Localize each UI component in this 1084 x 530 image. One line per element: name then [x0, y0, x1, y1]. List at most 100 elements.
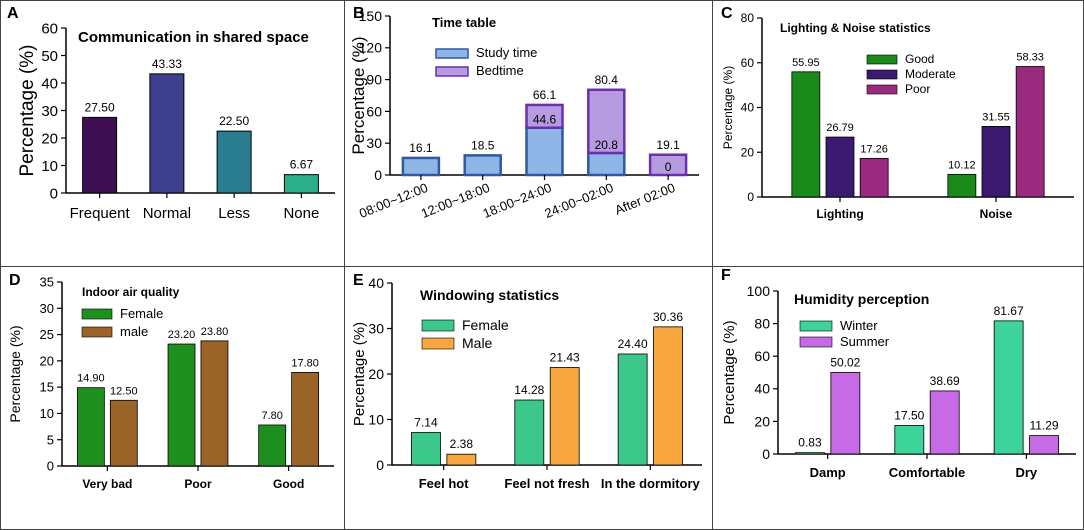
y-tick-label: 20 [754, 413, 770, 429]
x-tick-label: 12:00~18:00 [419, 180, 492, 221]
bar [446, 453, 477, 466]
panel-label: D [9, 272, 21, 289]
data-label: 26.79 [826, 122, 854, 134]
x-tick-label: None [283, 205, 319, 222]
x-tick-label: Feel not fresh [504, 476, 589, 491]
legend-swatch [866, 84, 898, 95]
y-tick-label: 25 [40, 327, 54, 342]
x-tick-label: Feel hot [419, 476, 470, 491]
bar [1015, 66, 1045, 198]
y-tick-label: 40 [754, 381, 770, 397]
legend-text: Poor [905, 82, 930, 96]
legend-swatch [435, 48, 469, 59]
chart-title: Communication in shared space [78, 29, 309, 46]
y-tick-label: 90 [366, 72, 382, 88]
bar [82, 116, 118, 194]
legend-swatch [799, 336, 833, 348]
data-label: 11.29 [1029, 419, 1058, 433]
stacked-bar-segment [525, 126, 564, 177]
bar [216, 130, 252, 194]
legend-swatch [799, 320, 833, 332]
y-tick-label: 30 [366, 135, 382, 151]
x-tick-label: Less [218, 205, 250, 222]
y-axis-label: Percentage (%) [7, 325, 23, 422]
x-tick-label: Normal [143, 205, 191, 222]
bar [149, 73, 185, 194]
y-tick-label: 80 [741, 11, 755, 25]
data-label: 31.55 [982, 111, 1010, 123]
panel-e-chart: 0 10 20 30 40 Percentage (%) Windowing statist… [351, 272, 702, 491]
data-label: 30.36 [653, 310, 683, 324]
legend-text: Female [120, 306, 163, 321]
data-label-inner: 20.8 [595, 138, 619, 152]
bar [981, 126, 1011, 198]
legend-swatch [435, 66, 469, 77]
bar [825, 136, 855, 198]
bar [283, 174, 319, 194]
y-tick-label: 10 [368, 411, 384, 427]
y-axis-label: Percentage (%) [349, 36, 368, 154]
chart-title: Indoor air quality [82, 285, 180, 299]
legend-swatch [421, 319, 455, 332]
x-tick-label: Damp [810, 465, 846, 480]
data-label: 23.20 [168, 329, 196, 341]
legend-text: Winter [840, 318, 878, 333]
bar [859, 157, 889, 198]
data-label: 17.50 [894, 408, 924, 422]
data-label: 27.50 [85, 100, 115, 114]
panel-f-chart: 0 20 40 60 80 100 Percentage (%) Humidity perce… [721, 267, 1076, 480]
y-tick-label: 20 [368, 366, 384, 382]
legend-swatch [866, 69, 898, 80]
x-tick-label: 08:00~12:00 [357, 180, 430, 221]
y-tick-label: 150 [359, 8, 383, 24]
stacked-bar-segment [401, 156, 441, 177]
bar [993, 320, 1024, 455]
data-label: 24.40 [618, 337, 648, 351]
stacked-bar-segment [587, 88, 626, 155]
legend-swatch [81, 308, 113, 320]
y-tick-label: 40 [41, 75, 58, 92]
stacked-bar-segment [525, 103, 564, 129]
bar [167, 343, 196, 467]
x-tick-label: 24:00~02:00 [542, 180, 615, 221]
x-tick-label: Noise [980, 207, 1013, 221]
data-label: 21.43 [550, 350, 580, 364]
chart-title: Windowing statistics [420, 287, 559, 303]
data-label: 58.33 [1016, 51, 1044, 63]
data-label: 43.33 [152, 57, 182, 71]
x-tick-label: In the dormitory [601, 476, 701, 491]
y-tick-label: 5 [47, 432, 54, 447]
y-tick-label: 15 [40, 380, 54, 395]
legend-text: Good [905, 52, 934, 66]
data-label: 12.50 [110, 385, 138, 397]
data-label: 6.67 [290, 158, 314, 172]
y-tick-label: 40 [368, 275, 384, 291]
chart-title: Lighting & Noise statistics [780, 21, 931, 35]
chart-title: Time table [432, 15, 496, 30]
data-label: 14.90 [77, 373, 105, 385]
bar [76, 387, 105, 467]
x-tick-label: Dry [1015, 465, 1037, 480]
legend-text: Female [462, 317, 509, 333]
data-label: 22.50 [219, 114, 249, 128]
legend-text: Male [462, 335, 493, 351]
data-label-inner: 0 [665, 160, 672, 174]
data-label: 0.83 [798, 436, 822, 450]
y-tick-label: 20 [41, 130, 58, 147]
data-label-total: 66.1 [533, 88, 557, 102]
bar [653, 326, 683, 466]
data-label-inner: 44.6 [533, 113, 557, 127]
y-axis-label: Percentage (%) [351, 322, 368, 426]
x-tick-label: Good [273, 477, 304, 491]
y-tick-label: 60 [741, 56, 755, 70]
y-tick-label: 60 [366, 103, 382, 119]
x-tick-label: Very bad [82, 477, 132, 491]
bar [291, 372, 320, 467]
y-tick-label: 80 [754, 316, 770, 332]
legend-text: Moderate [905, 67, 956, 81]
panel-label: F [721, 267, 731, 284]
bar [200, 340, 229, 467]
y-tick-label: 0 [47, 459, 54, 474]
